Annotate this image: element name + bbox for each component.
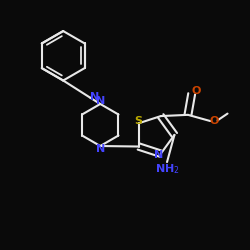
Text: N: N (90, 92, 100, 102)
Text: S: S (135, 116, 143, 126)
Text: O: O (192, 86, 201, 96)
Text: NH$_2$: NH$_2$ (155, 162, 179, 176)
Text: N: N (96, 96, 105, 106)
Text: O: O (210, 116, 219, 126)
Text: N: N (96, 144, 105, 154)
Text: N: N (154, 150, 163, 160)
